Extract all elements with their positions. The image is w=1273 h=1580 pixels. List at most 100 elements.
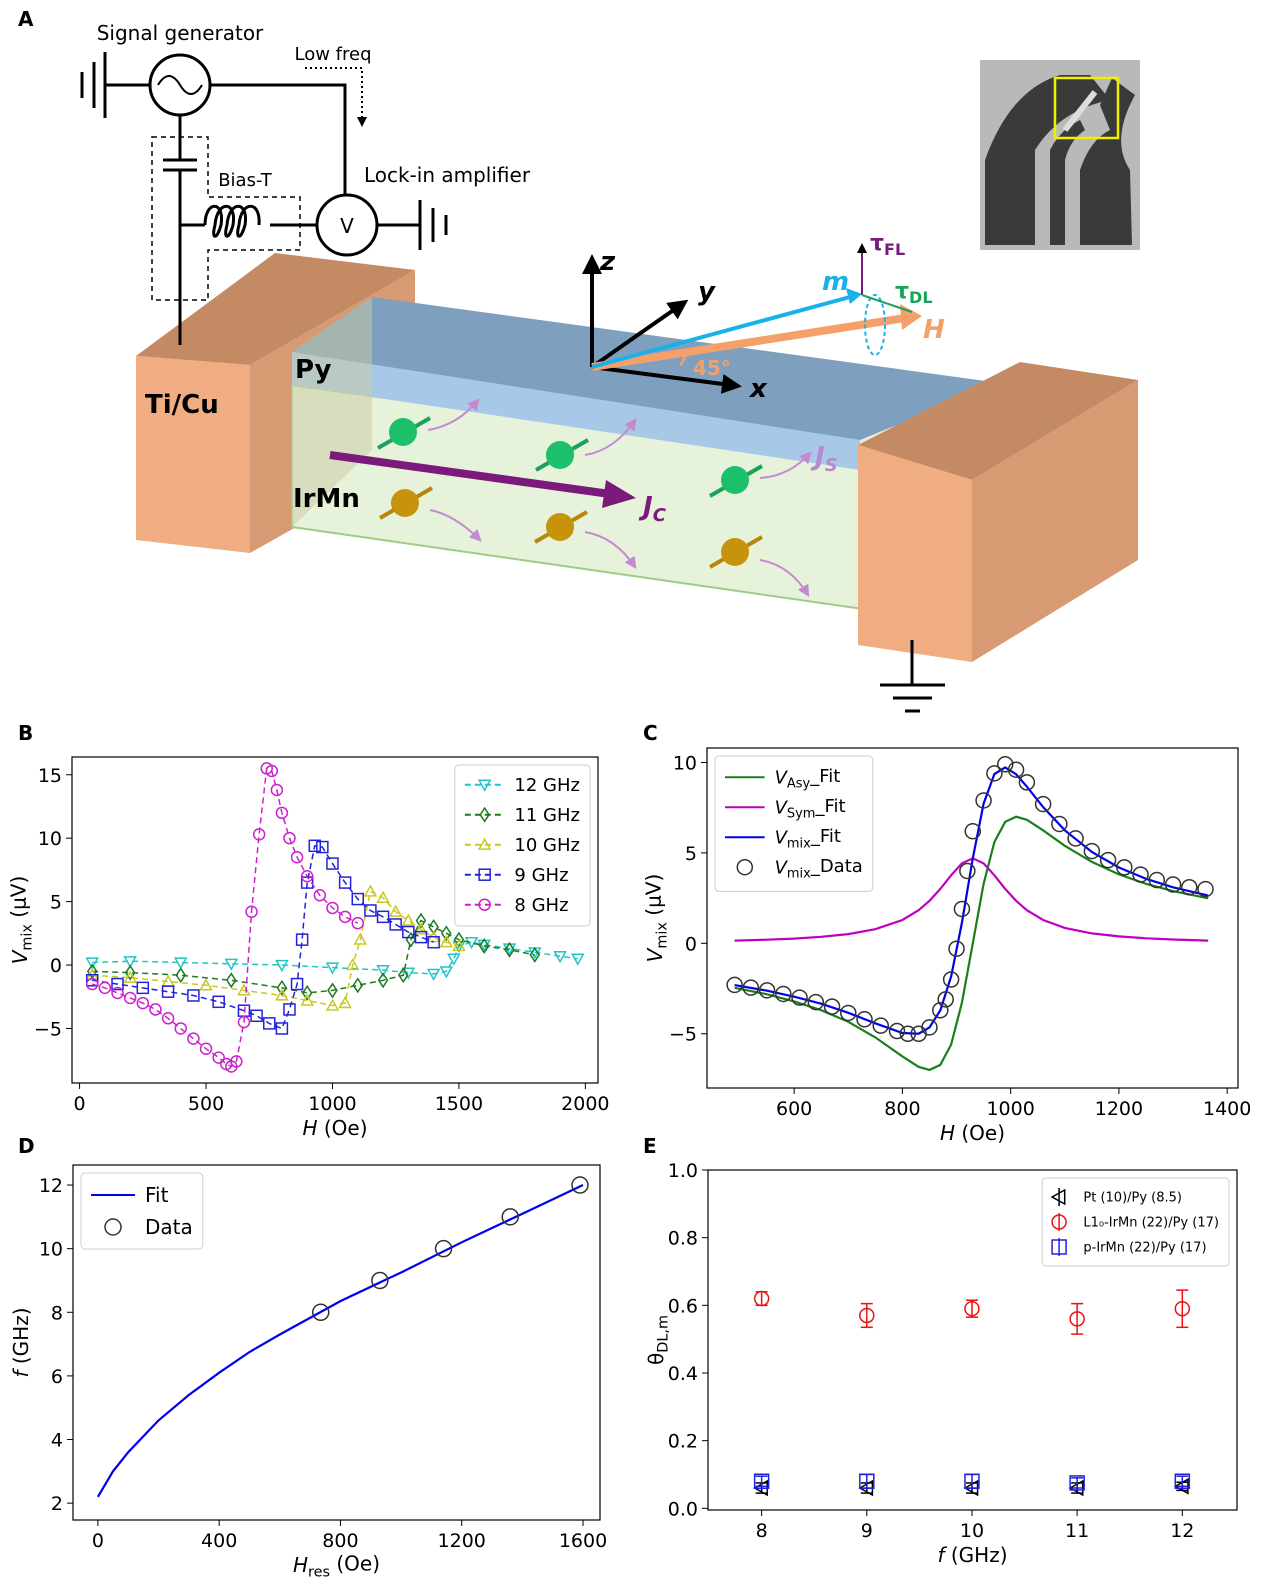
legend-label: Data (145, 1215, 193, 1239)
y-tick-label: 1.0 (668, 1160, 698, 1182)
label-part: mix (787, 866, 811, 881)
device (136, 253, 1138, 662)
marker (448, 954, 459, 964)
tau-dl-label: τDL (895, 279, 933, 307)
y-tick-label: 8 (51, 1302, 63, 1324)
label-part: Asy (787, 776, 811, 791)
spin (391, 489, 419, 517)
error-bar (1071, 1304, 1083, 1334)
marker (188, 1033, 199, 1044)
label-part: DL (909, 288, 932, 307)
x-axis-label: H (Oe) (302, 1116, 367, 1140)
label-part: _Fit (809, 766, 840, 787)
marker (251, 1010, 262, 1021)
marker (572, 1177, 588, 1193)
label: Low freq (294, 44, 371, 65)
label: Bias-T (218, 170, 273, 191)
marker (276, 1023, 287, 1034)
label: V (340, 214, 354, 238)
y-tick-label: 5 (50, 892, 62, 914)
y-axis-label: Vmix (μV) (641, 874, 670, 963)
panel-labels: A B C D E (18, 7, 658, 1158)
y-tick-label: 0.4 (668, 1363, 698, 1385)
label-part: DL,m (655, 1315, 671, 1353)
series-line (92, 846, 433, 1029)
y-tick-label: −5 (34, 1018, 62, 1040)
x-axis-label: Hres (Oe) (293, 1551, 380, 1580)
spin (546, 513, 574, 541)
marker (284, 1004, 295, 1015)
y-tick-label: 0.2 (668, 1431, 698, 1453)
figure: A B C D E (0, 0, 1273, 1580)
y-tick-label: 12 (39, 1175, 63, 1197)
legend-label: 12 GHz (514, 775, 580, 796)
label-part: S (825, 455, 838, 476)
x-tick-label: 9 (861, 1520, 873, 1542)
label-part: _Fit (810, 826, 841, 847)
label-part: (Oe) (330, 1551, 380, 1575)
y-tick-label: 6 (51, 1366, 63, 1388)
axis-label: x (748, 374, 768, 404)
spin (721, 538, 749, 566)
sine (158, 76, 202, 94)
x-tick-label: 800 (322, 1530, 358, 1552)
y-tick-label: 0.0 (668, 1498, 698, 1520)
label-part: H (940, 1121, 955, 1145)
label-part: mix (787, 836, 811, 851)
y-tick-label: 0 (50, 955, 62, 977)
y-axis-label: θDL,m (644, 1315, 671, 1365)
axis-label: z (599, 247, 616, 277)
label-part: (μV) (641, 874, 665, 922)
marker (213, 1052, 224, 1063)
y-tick-label: 5 (685, 843, 697, 865)
y-tick-label: 2 (51, 1493, 63, 1515)
error-bar (1176, 1290, 1188, 1327)
h-vector-head (900, 304, 922, 330)
label-part: (GHz) (945, 1543, 1008, 1567)
x-tick-label: 1000 (308, 1093, 356, 1115)
y-tick-label: 0 (685, 933, 697, 955)
micrograph (980, 60, 1140, 250)
label: Lock-in amplifier (364, 163, 531, 187)
label-part: _Fit (814, 796, 845, 817)
x-tick-label: 1600 (559, 1530, 607, 1552)
angle-label: 45° (693, 356, 731, 380)
x-tick-label: 12 (1170, 1520, 1194, 1542)
x-tick-label: 800 (884, 1098, 920, 1120)
label-part: Sym (787, 806, 816, 821)
panel-label: C (643, 721, 658, 745)
marker (340, 911, 351, 922)
x-axis-label: f (GHz) (937, 1543, 1007, 1567)
h-label: H (923, 315, 945, 345)
marker (1036, 797, 1051, 812)
error-bar (861, 1304, 873, 1328)
label: IrMn (293, 484, 360, 514)
label-part: H (293, 1553, 308, 1577)
label-part: mix (654, 922, 670, 949)
x-tick-label: 1000 (986, 1098, 1034, 1120)
label-part: τ (870, 231, 884, 256)
series-line (92, 768, 358, 1066)
panel-label: D (18, 1134, 35, 1158)
legend-label: 9 GHz (514, 865, 568, 886)
y-tick-label: −5 (669, 1024, 697, 1046)
marker (175, 1023, 186, 1034)
x-tick-label: 400 (201, 1530, 237, 1552)
marker (572, 954, 583, 964)
legend-label: Fit (145, 1183, 169, 1207)
spin (721, 466, 749, 494)
label: Signal generator (97, 21, 264, 45)
x-tick-label: 600 (776, 1098, 812, 1120)
label-part: C (653, 505, 667, 526)
marker (150, 1004, 161, 1015)
panel-label: E (643, 1134, 657, 1158)
y-tick-label: 0.8 (668, 1228, 698, 1250)
legend-label: Pt (10)/Py (8.5) (1083, 1191, 1182, 1206)
y-tick-label: 10 (38, 828, 62, 850)
chart: 600800100012001400−50510H (Oe)Vmix (μV)V… (641, 748, 1251, 1145)
y-tick-label: 0.6 (668, 1295, 698, 1317)
marker (555, 952, 566, 962)
x-tick-label: 0 (74, 1093, 86, 1115)
